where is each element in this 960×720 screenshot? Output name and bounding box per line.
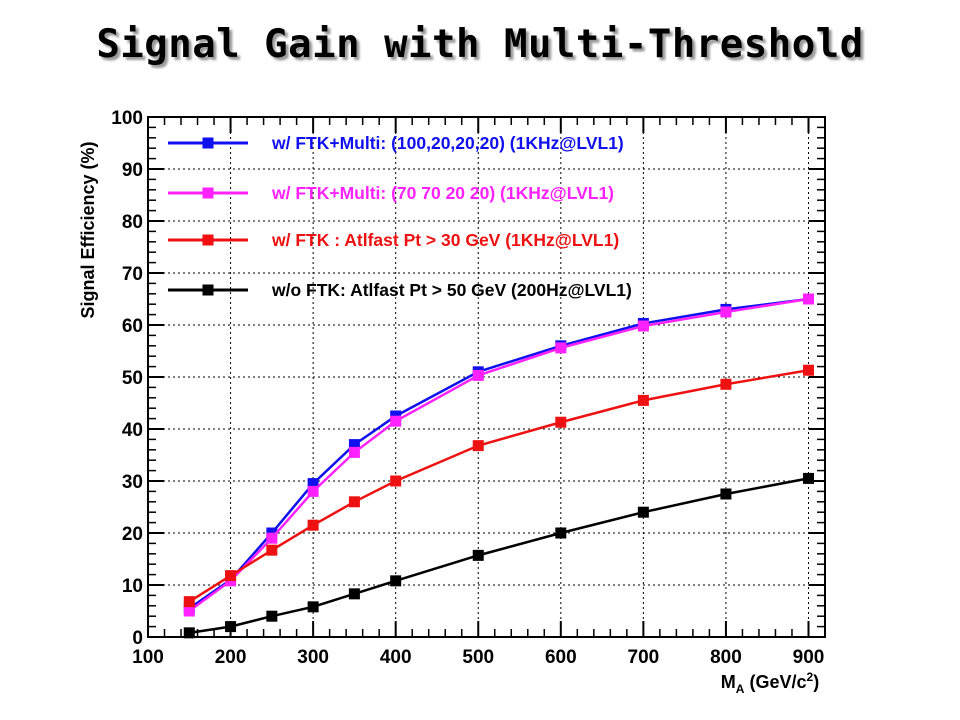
x-axis-label-superscript: 2 (807, 670, 814, 684)
data-point (802, 472, 814, 484)
data-point (720, 306, 732, 318)
legend-label: w/ FTK+Multi: (70 70 20 20) (1KHz@LVL1) (271, 183, 614, 203)
legend-entry-3: w/ FTK : Atlfast Pt > 30 GeV (1KHz@LVL1) (168, 230, 619, 250)
data-point (348, 446, 360, 458)
data-point (307, 601, 319, 613)
y-tick-label: 10 (122, 576, 143, 597)
y-tick-label: 80 (122, 212, 143, 233)
data-point (637, 394, 649, 406)
series-3 (183, 364, 814, 608)
y-tick-label: 0 (132, 628, 143, 649)
data-point (555, 416, 567, 428)
data-point (183, 627, 195, 639)
x-tick-label: 400 (380, 647, 412, 668)
data-point (348, 439, 360, 451)
y-tick-label: 70 (122, 264, 143, 285)
data-point (555, 342, 567, 354)
data-point (390, 575, 402, 587)
legend-marker (202, 284, 214, 296)
legend-marker (202, 187, 214, 199)
data-point (472, 440, 484, 452)
data-point (802, 293, 814, 305)
data-point (555, 527, 567, 539)
y-tick-label: 60 (122, 316, 143, 337)
data-point (266, 544, 278, 556)
data-point (637, 320, 649, 332)
data-point (720, 488, 732, 500)
slide-title: Signal Gain with Multi-Threshold (96, 22, 864, 67)
y-tick-label: 40 (122, 420, 143, 441)
y-tick-label: 30 (122, 472, 143, 493)
x-axis-label-unit: (GeV/c (744, 672, 806, 692)
x-tick-label: 900 (793, 647, 825, 668)
legend-entry-1: w/ FTK+Multi: (100,20,20,20) (1KHz@LVL1) (168, 133, 624, 153)
data-point (266, 532, 278, 544)
legend-marker (202, 234, 214, 246)
data-point (720, 378, 732, 390)
data-point (472, 549, 484, 561)
y-tick-label: 20 (122, 524, 143, 545)
data-point (225, 621, 237, 633)
series-4 (183, 472, 814, 639)
legend-label: w/ FTK+Multi: (100,20,20,20) (1KHz@LVL1) (271, 133, 624, 153)
data-point (183, 596, 195, 608)
data-point (472, 369, 484, 381)
legend-label: w/ FTK : Atlfast Pt > 30 GeV (1KHz@LVL1) (271, 230, 619, 250)
data-point (390, 475, 402, 487)
series-layer (183, 293, 814, 639)
data-point (348, 588, 360, 600)
x-axis-label-unit-close: ) (813, 672, 819, 692)
data-point (637, 506, 649, 518)
data-point (183, 605, 195, 617)
data-point (266, 610, 278, 622)
x-axis-label: MA (GeV/c2) (721, 670, 819, 696)
data-point (307, 478, 319, 490)
x-tick-label: 600 (545, 647, 577, 668)
data-point (390, 415, 402, 427)
data-point (802, 364, 814, 376)
legend-marker (202, 137, 214, 149)
data-point (348, 496, 360, 508)
legend-entry-2: w/ FTK+Multi: (70 70 20 20) (1KHz@LVL1) (168, 183, 614, 203)
data-point (307, 485, 319, 497)
x-tick-label: 700 (628, 647, 660, 668)
x-tick-label: 100 (132, 647, 164, 668)
x-axis-label-subscript: A (736, 682, 745, 696)
y-tick-label: 90 (122, 160, 143, 181)
x-tick-label: 800 (710, 647, 742, 668)
y-tick-label: 100 (111, 108, 143, 129)
legend: w/ FTK+Multi: (100,20,20,20) (1KHz@LVL1)… (168, 133, 632, 300)
legend-label: w/o FTK: Atlfast Pt > 50 GeV (200Hz@LVL1… (271, 280, 632, 300)
x-tick-label: 300 (297, 647, 329, 668)
data-point (225, 570, 237, 582)
x-tick-label: 200 (215, 647, 247, 668)
y-tick-label: 50 (122, 368, 143, 389)
data-point (307, 519, 319, 531)
y-axis-label: Signal Efficiency (%) (78, 141, 98, 318)
axes: 0 10 20 30 40 50 60 70 80 90 100 100 200 300 400 500 600… (111, 108, 825, 668)
x-axis-label-main: M (721, 672, 736, 692)
series-2 (183, 293, 814, 617)
x-tick-label: 500 (462, 647, 494, 668)
legend-entry-4: w/o FTK: Atlfast Pt > 50 GeV (200Hz@LVL1… (168, 280, 632, 300)
